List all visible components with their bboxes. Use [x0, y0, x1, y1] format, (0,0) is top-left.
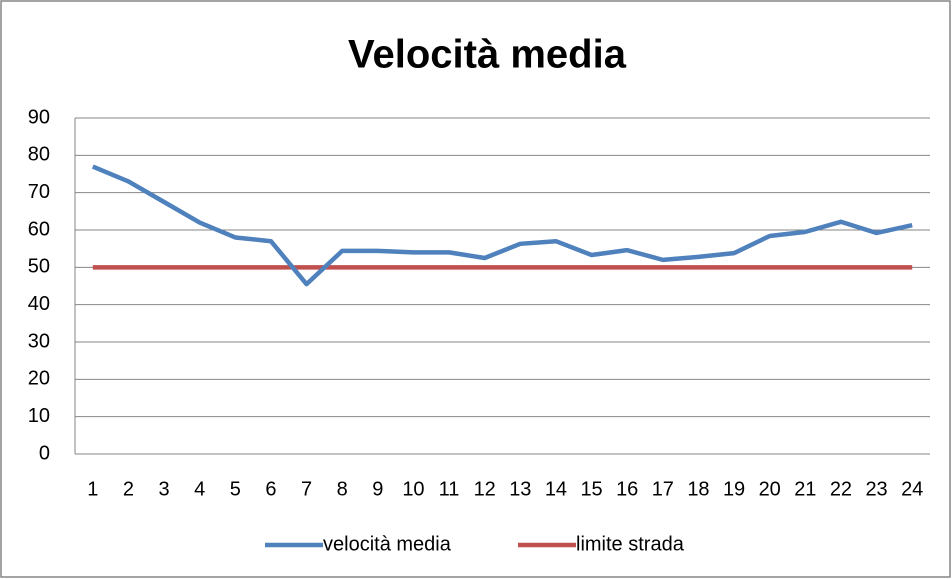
- x-tick-label: 16: [616, 478, 638, 500]
- x-tick-label: 19: [723, 478, 745, 500]
- chart-title: Velocità media: [348, 33, 627, 77]
- y-tick-label: 70: [28, 181, 50, 203]
- x-tick-label: 9: [372, 478, 383, 500]
- y-tick-label: 0: [39, 442, 50, 464]
- y-tick-label: 10: [28, 405, 50, 427]
- x-tick-label: 3: [159, 478, 170, 500]
- x-tick-label: 23: [865, 478, 887, 500]
- y-tick-label: 20: [28, 368, 50, 390]
- x-tick-label: 24: [901, 478, 923, 500]
- y-tick-label: 90: [28, 106, 50, 128]
- x-tick-label: 4: [194, 478, 205, 500]
- x-tick-label: 12: [474, 478, 496, 500]
- legend-label: velocità media: [323, 533, 452, 555]
- x-tick-label: 5: [230, 478, 241, 500]
- x-tick-label: 18: [687, 478, 709, 500]
- x-tick-label: 17: [652, 478, 674, 500]
- y-tick-label: 30: [28, 330, 50, 352]
- y-tick-label: 40: [28, 293, 50, 315]
- y-tick-label: 50: [28, 256, 50, 278]
- x-tick-label: 11: [439, 478, 460, 500]
- x-tick-label: 10: [402, 478, 424, 500]
- x-tick-label: 20: [759, 478, 781, 500]
- y-tick-label: 60: [28, 218, 50, 240]
- x-tick-label: 7: [301, 478, 312, 500]
- x-tick-label: 22: [830, 478, 852, 500]
- legend-label: limite strada: [576, 533, 685, 555]
- x-tick-label: 13: [509, 478, 531, 500]
- series-line: [91, 164, 913, 287]
- y-tick-label: 80: [28, 144, 50, 166]
- x-tick-label: 15: [580, 478, 602, 500]
- x-tick-label: 14: [545, 478, 567, 500]
- x-tick-label: 2: [123, 478, 134, 500]
- x-tick-label: 6: [265, 478, 276, 500]
- x-tick-label: 8: [337, 478, 348, 500]
- x-tick-label: 1: [87, 478, 98, 500]
- x-tick-label: 21: [794, 478, 816, 500]
